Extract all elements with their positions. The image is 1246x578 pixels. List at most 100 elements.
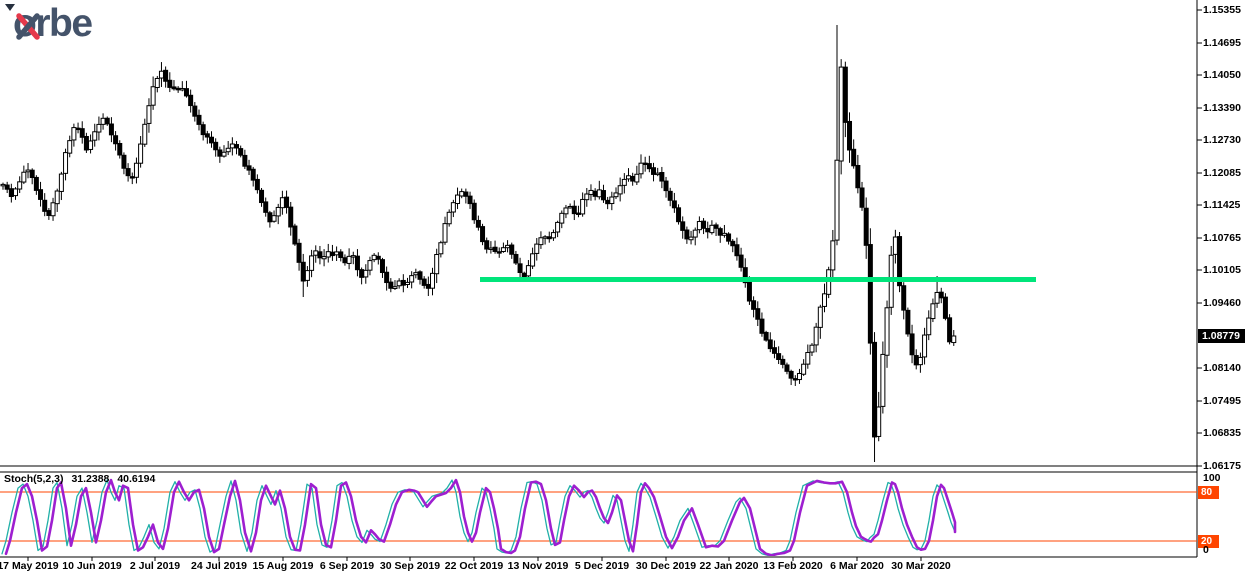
candle-body [609, 196, 615, 205]
candle-body [759, 318, 765, 334]
candle-body [751, 300, 757, 310]
candle-body [851, 148, 857, 167]
stoch-level-80-badge: 80 [1198, 486, 1219, 499]
candle-body [304, 270, 310, 281]
candle-body [784, 364, 790, 372]
candle-body [71, 127, 77, 141]
candle-body [821, 293, 827, 307]
candle-body [809, 344, 815, 353]
date-axis-label: 30 Dec 2019 [635, 560, 697, 572]
candle-body [517, 263, 523, 274]
date-axis-label: 30 Sep 2019 [379, 560, 441, 572]
candle-body [158, 70, 164, 79]
candle-body [550, 232, 556, 239]
candle-body [33, 176, 39, 191]
support-resistance-line[interactable] [480, 277, 1036, 282]
candle-body [379, 259, 385, 274]
candle-body [459, 191, 465, 197]
candle-body [630, 175, 636, 182]
price-axis-label: 1.10105 [1203, 264, 1241, 276]
candle-body [692, 229, 698, 238]
candle-body [371, 254, 377, 261]
candle-body [617, 185, 623, 195]
candle-body [133, 162, 139, 178]
candle-body [338, 251, 344, 258]
candle-body [217, 149, 223, 157]
candles-layer [0, 25, 957, 462]
candle-body [713, 224, 719, 229]
candle-body [680, 221, 686, 231]
current-price-badge: 1.08779 [1198, 329, 1245, 343]
date-axis-label: 30 Mar 2020 [891, 560, 951, 572]
candle-body [438, 242, 444, 255]
date-axis-label: 13 Feb 2020 [763, 560, 823, 572]
candle-body [58, 173, 64, 192]
candle-body [29, 169, 35, 179]
candle-body [346, 255, 352, 264]
candle-body [488, 247, 494, 250]
candle-body [513, 253, 519, 264]
candle-body [79, 128, 85, 138]
candle-body [100, 117, 106, 125]
candle-body [54, 190, 60, 205]
candle-body [867, 244, 873, 344]
candle-body [279, 197, 285, 209]
price-axis-label: 1.11425 [1203, 199, 1241, 211]
candle-body [138, 143, 144, 164]
candle-body [492, 246, 498, 252]
candle-body [204, 133, 210, 138]
candle-body [225, 147, 231, 153]
candle-body [646, 163, 652, 170]
candle-body [538, 237, 544, 246]
candle-body [125, 168, 131, 177]
orbex-logo: orbe [13, 2, 93, 46]
candle-body [897, 236, 903, 287]
candle-body [292, 225, 298, 245]
candle-body [567, 205, 573, 209]
candle-body [75, 127, 81, 131]
candle-body [863, 207, 869, 246]
date-axis-label: 22 Oct 2019 [444, 560, 504, 572]
candle-body [730, 240, 736, 247]
candle-body [234, 144, 240, 149]
stochastic-indicator-label: Stoch(5,2,3) 31.2388 40.6194 [4, 473, 160, 485]
candle-body [321, 256, 327, 260]
date-axis-label: 22 Jan 2020 [699, 560, 759, 572]
candle-body [317, 251, 323, 259]
candle-body [496, 251, 502, 254]
candle-body [930, 303, 936, 320]
candle-body [734, 244, 740, 257]
date-axis-label: 10 Jun 2019 [62, 560, 122, 572]
candle-body [796, 372, 802, 381]
candle-body [367, 260, 373, 271]
candle-body [183, 88, 189, 97]
candle-body [425, 283, 431, 289]
candle-body [238, 148, 244, 156]
candle-body [767, 339, 773, 350]
candle-body [63, 152, 69, 174]
candle-body [600, 190, 606, 201]
candle-body [509, 244, 515, 255]
date-axis-label: 24 Jul 2019 [190, 560, 248, 572]
candle-body [480, 226, 486, 243]
candle-body [88, 140, 94, 150]
candle-body [463, 191, 469, 197]
candle-body [250, 168, 256, 181]
candle-body [859, 187, 865, 208]
candle-body [96, 123, 102, 133]
candle-body [546, 236, 552, 240]
candle-body [855, 164, 861, 189]
candle-body [121, 154, 127, 169]
date-tick-marks [27, 557, 922, 561]
candle-body [309, 255, 315, 271]
price-axis-label: 1.12730 [1203, 134, 1241, 146]
price-axis-label: 1.08140 [1203, 362, 1241, 374]
candle-body [563, 207, 569, 215]
candle-body [905, 309, 911, 335]
candle-body [104, 117, 110, 125]
candle-body [947, 317, 953, 343]
candle-body [880, 353, 886, 407]
panel-divider[interactable] [0, 466, 1197, 472]
